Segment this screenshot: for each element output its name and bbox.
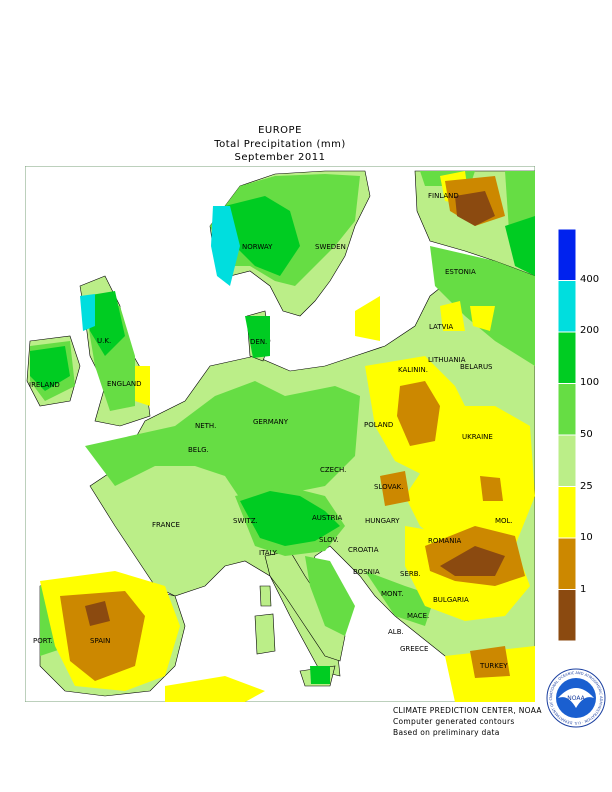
credit-line-1: CLIMATE PREDICTION CENTER, NOAA <box>393 706 542 715</box>
label-mace: MACE. <box>407 612 429 620</box>
label-hungary: HUNGARY <box>365 517 400 525</box>
label-croatia: CROATIA <box>348 546 379 554</box>
label-spain: SPAIN <box>90 637 110 645</box>
legend-band <box>558 383 576 436</box>
legend-band <box>558 331 576 384</box>
legend-label-100: 100 <box>580 377 600 388</box>
label-czech: CZECH. <box>320 466 346 474</box>
label-switz: SWITZ. <box>233 517 258 525</box>
legend-label-10: 10 <box>580 532 593 543</box>
legend-band <box>558 229 576 281</box>
label-mol: MOL. <box>495 517 513 525</box>
label-greece: GREECE <box>400 645 428 653</box>
label-ukraine: UKRAINE <box>462 433 493 441</box>
label-belg: BELG. <box>188 446 209 454</box>
label-slov: SLOV. <box>319 536 339 544</box>
label-italy: ITALY <box>259 549 278 557</box>
label-bosnia: BOSNIA <box>353 568 380 576</box>
label-austria: AUSTRIA <box>312 514 343 522</box>
noaa-center-text: NOAA <box>567 695 585 702</box>
credit-line-2: Computer generated contours <box>393 717 515 726</box>
label-belarus: BELARUS <box>460 363 493 371</box>
label-neth: NETH. <box>195 422 216 430</box>
credit-line-3: Based on preliminary data <box>393 728 500 737</box>
legend-band <box>558 280 576 333</box>
precip-200-400 <box>80 206 240 331</box>
legend-band <box>558 486 576 539</box>
label-france: FRANCE <box>152 521 180 529</box>
label-estonia: ESTONIA <box>445 268 476 276</box>
label-bulgaria: BULGARIA <box>433 596 469 604</box>
legend-label-400: 400 <box>580 274 600 285</box>
label-germany: GERMANY <box>253 418 289 426</box>
map-title: EUROPE <box>258 125 302 136</box>
label-lithuania: LITHUANIA <box>428 356 466 364</box>
legend-band <box>558 589 576 641</box>
legend-label-200: 200 <box>580 325 600 336</box>
label-port: PORT. <box>33 637 53 645</box>
label-serb: SERB. <box>400 570 421 578</box>
label-kalinin: KALININ. <box>398 366 428 374</box>
label-latvia: LATVIA <box>429 323 453 331</box>
label-sweden: SWEDEN <box>315 243 346 251</box>
map-date: September 2011 <box>234 152 326 163</box>
label-poland: POLAND <box>364 421 393 429</box>
legend-label-50: 50 <box>580 429 593 440</box>
legend-label-1: 1 <box>580 584 587 595</box>
legend-band <box>558 434 576 487</box>
label-alb: ALB. <box>388 628 404 636</box>
label-den: DEN. <box>250 338 267 346</box>
label-romania: ROMANIA <box>428 537 462 545</box>
label-uk: U.K. <box>97 337 111 345</box>
label-norway: NORWAY <box>242 243 273 251</box>
legend-label-25: 25 <box>580 481 593 492</box>
label-turkey: TURKEY <box>479 662 508 670</box>
precipitation-map: FINLAND NORWAY SWEDEN ESTONIA LATVIA DEN… <box>25 166 535 702</box>
precipitation-legend <box>558 229 576 641</box>
label-slovak: SLOVAK. <box>374 483 403 491</box>
label-finland: FINLAND <box>428 192 459 200</box>
noaa-logo: NATIONAL OCEANIC AND ATMOSPHERIC ADMINIS… <box>546 668 606 728</box>
label-ireland: IRELAND <box>29 381 60 389</box>
precip-below-1 <box>85 191 505 626</box>
legend-band <box>558 537 576 590</box>
label-mont: MONT. <box>381 590 403 598</box>
map-subtitle: Total Precipitation (mm) <box>214 139 346 150</box>
country-labels: FINLAND NORWAY SWEDEN ESTONIA LATVIA DEN… <box>29 192 513 670</box>
label-england: ENGLAND <box>107 380 142 388</box>
